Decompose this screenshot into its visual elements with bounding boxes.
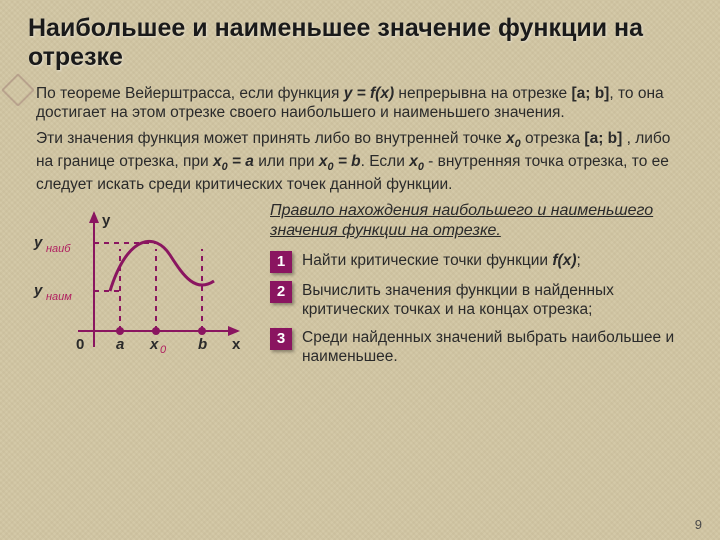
step-number: 1 — [270, 251, 292, 273]
svg-text:y: y — [33, 282, 43, 299]
rule-title: Правило нахождения наибольшего и наимень… — [270, 201, 692, 241]
paragraph-2: Эти значения функция может принять либо … — [36, 129, 684, 195]
step-number: 2 — [270, 281, 292, 303]
svg-text:a: a — [116, 336, 124, 353]
svg-text:x: x — [232, 336, 241, 353]
svg-text:b: b — [198, 336, 207, 353]
svg-text:0: 0 — [160, 344, 167, 356]
page-title: Наибольшее и наименьшее значение функции… — [28, 14, 692, 72]
svg-text:y: y — [102, 212, 111, 229]
svg-text:0: 0 — [76, 336, 84, 353]
graph: yyнаибyнаим0ax0bx — [28, 201, 258, 372]
step-1: 1 Найти критические точки функции f(x); — [270, 251, 692, 273]
svg-text:наиб: наиб — [46, 243, 71, 255]
step-3: 3 Среди найденных значений выбрать наибо… — [270, 328, 692, 367]
page-number: 9 — [695, 517, 702, 532]
step-number: 3 — [270, 328, 292, 350]
steps-list: 1 Найти критические точки функции f(x); … — [270, 251, 692, 367]
step-2: 2 Вычислить значения функции в найденных… — [270, 281, 692, 320]
svg-text:x: x — [149, 336, 159, 353]
paragraph-1: По теореме Вейерштрасса, если функция y … — [36, 84, 684, 124]
decor-diamond — [1, 73, 35, 107]
svg-text:y: y — [33, 234, 43, 251]
svg-text:наим: наим — [46, 291, 72, 303]
